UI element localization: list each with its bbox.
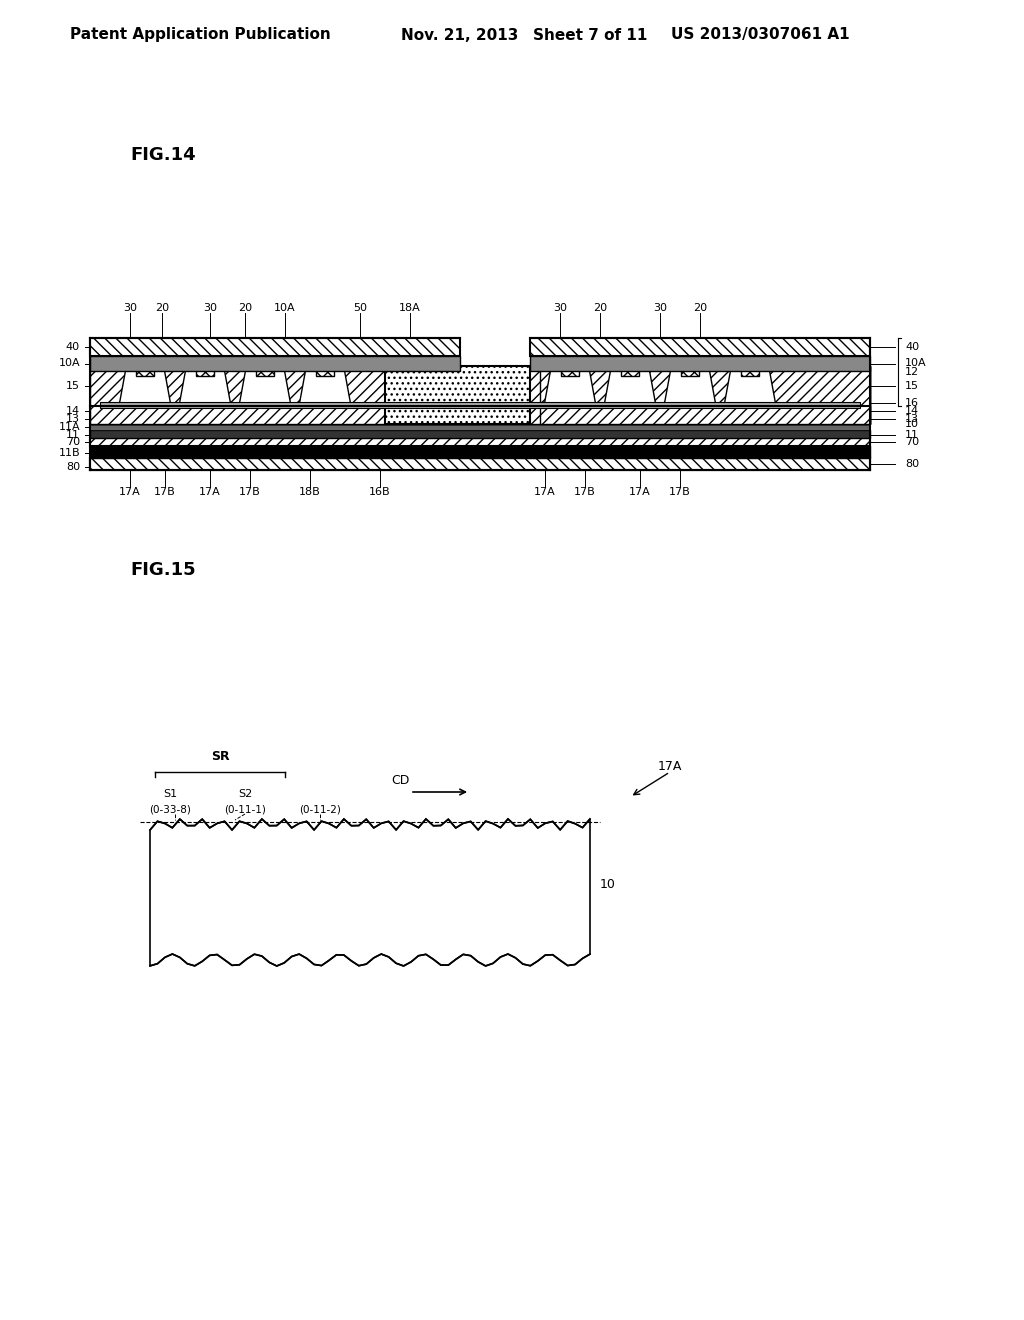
Bar xyxy=(621,360,639,376)
Text: 18B: 18B xyxy=(299,487,321,498)
Text: 11: 11 xyxy=(905,430,919,440)
Text: 70: 70 xyxy=(905,437,920,447)
Bar xyxy=(256,360,274,376)
Text: 12: 12 xyxy=(905,367,920,378)
Text: 17B: 17B xyxy=(574,487,596,498)
Text: 80: 80 xyxy=(66,462,80,473)
Bar xyxy=(90,430,870,438)
Polygon shape xyxy=(724,368,776,407)
Text: (0-11-2): (0-11-2) xyxy=(299,804,341,814)
Bar xyxy=(90,424,870,430)
Polygon shape xyxy=(150,818,590,966)
Bar xyxy=(741,360,759,376)
Polygon shape xyxy=(119,368,171,407)
Text: 11B: 11B xyxy=(58,447,80,458)
Text: 11A: 11A xyxy=(58,422,80,432)
Text: 50: 50 xyxy=(353,304,367,313)
Text: 40: 40 xyxy=(66,342,80,352)
Text: 20: 20 xyxy=(693,304,707,313)
Polygon shape xyxy=(664,368,716,407)
Text: 80: 80 xyxy=(905,459,920,469)
Bar xyxy=(90,366,870,424)
Text: FIG.14: FIG.14 xyxy=(130,147,196,164)
Text: FIG.15: FIG.15 xyxy=(130,561,196,579)
Text: 20: 20 xyxy=(155,304,169,313)
Text: 30: 30 xyxy=(123,304,137,313)
Text: CD: CD xyxy=(391,774,410,787)
Bar xyxy=(90,458,870,470)
Text: 30: 30 xyxy=(203,304,217,313)
Bar xyxy=(385,366,530,424)
Bar xyxy=(90,407,870,424)
Text: 17B: 17B xyxy=(669,487,691,498)
Text: 17A: 17A xyxy=(629,487,651,498)
Text: 14: 14 xyxy=(66,407,80,416)
Text: Sheet 7 of 11: Sheet 7 of 11 xyxy=(532,28,647,42)
Text: 16: 16 xyxy=(905,399,919,408)
Text: US 2013/0307061 A1: US 2013/0307061 A1 xyxy=(671,28,849,42)
Polygon shape xyxy=(544,368,596,407)
Bar xyxy=(316,360,334,376)
Text: 30: 30 xyxy=(653,304,667,313)
Text: 17A: 17A xyxy=(657,760,682,774)
Text: S1: S1 xyxy=(163,789,177,799)
Polygon shape xyxy=(179,368,231,407)
Text: 15: 15 xyxy=(66,381,80,391)
Bar xyxy=(561,360,579,376)
Text: 70: 70 xyxy=(66,437,80,447)
Text: 20: 20 xyxy=(238,304,252,313)
Text: 17A: 17A xyxy=(199,487,221,498)
Text: 30: 30 xyxy=(553,304,567,313)
Bar xyxy=(540,366,870,424)
Text: 13: 13 xyxy=(905,414,919,424)
Text: 10: 10 xyxy=(600,879,615,891)
Text: 40: 40 xyxy=(905,342,920,352)
Text: 10: 10 xyxy=(905,418,919,429)
Text: 10A: 10A xyxy=(58,359,80,368)
Text: SR: SR xyxy=(211,751,229,763)
Text: Nov. 21, 2013: Nov. 21, 2013 xyxy=(401,28,519,42)
Bar xyxy=(90,366,870,424)
Text: 17B: 17B xyxy=(240,487,261,498)
Text: 11: 11 xyxy=(66,430,80,440)
Bar xyxy=(530,356,870,371)
Text: Patent Application Publication: Patent Application Publication xyxy=(70,28,331,42)
Text: 13: 13 xyxy=(66,414,80,424)
Bar xyxy=(90,366,480,424)
Bar xyxy=(90,356,460,371)
Bar xyxy=(90,438,870,446)
Text: 14: 14 xyxy=(905,407,920,416)
Bar xyxy=(681,360,699,376)
Bar xyxy=(530,338,870,356)
Bar xyxy=(90,458,870,470)
Text: 15: 15 xyxy=(905,381,919,391)
Text: 10A: 10A xyxy=(274,304,296,313)
Text: 17A: 17A xyxy=(119,487,141,498)
Polygon shape xyxy=(239,368,291,407)
Text: 18A: 18A xyxy=(399,304,421,313)
Bar xyxy=(90,446,870,458)
Text: 20: 20 xyxy=(593,304,607,313)
Text: (0-33-8): (0-33-8) xyxy=(150,804,190,814)
Text: 17A: 17A xyxy=(535,487,556,498)
Text: 16B: 16B xyxy=(370,487,391,498)
Bar xyxy=(196,360,214,376)
Polygon shape xyxy=(604,368,656,407)
Text: (0-11-1): (0-11-1) xyxy=(224,804,266,814)
Bar xyxy=(90,338,460,356)
Text: 17B: 17B xyxy=(155,487,176,498)
Bar xyxy=(136,360,154,376)
Text: S2: S2 xyxy=(238,789,252,799)
Polygon shape xyxy=(299,368,351,407)
Bar xyxy=(100,403,860,408)
Text: 10A: 10A xyxy=(905,359,927,368)
